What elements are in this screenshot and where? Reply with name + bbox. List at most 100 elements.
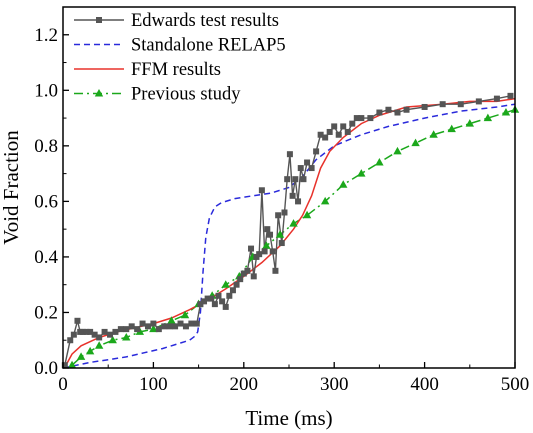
series-3-point xyxy=(501,108,511,116)
x-tick-label: 200 xyxy=(230,374,259,395)
series-0-point xyxy=(139,320,146,327)
series-0-point xyxy=(177,320,184,327)
series-0-point xyxy=(340,123,347,130)
legend-marker xyxy=(96,17,102,23)
series-0-point xyxy=(261,248,268,255)
series-3-point xyxy=(429,130,438,138)
series-0-point xyxy=(353,115,360,122)
y-tick-label: 0.6 xyxy=(34,191,58,212)
series-0-point xyxy=(349,120,356,127)
series-0-point xyxy=(229,287,236,294)
series-0-point xyxy=(331,123,338,130)
series-3-point xyxy=(122,332,131,341)
series-3-point xyxy=(76,352,86,360)
series-3-point xyxy=(357,169,366,177)
series-0-point xyxy=(101,328,108,335)
series-3-point xyxy=(447,124,456,133)
series-0-point xyxy=(193,320,200,327)
legend-label-previous-study: Previous study xyxy=(131,85,241,105)
series-0-point xyxy=(204,295,211,302)
series-3-point xyxy=(411,138,420,147)
y-tick-label: 1.0 xyxy=(34,80,58,101)
y-tick-label: 0.4 xyxy=(34,247,58,268)
series-0-point xyxy=(358,115,365,122)
legend-item-ffm: FFM results xyxy=(74,60,221,80)
series-3-point xyxy=(393,146,402,155)
y-tick-label: 0.8 xyxy=(34,136,58,157)
series-0-point xyxy=(222,303,229,310)
series-0-point xyxy=(304,159,311,166)
legend: Edwards test results Standalone RELAP5 F… xyxy=(74,11,286,105)
series-0-point xyxy=(269,248,276,255)
series-0-point xyxy=(61,362,68,369)
series-0-point xyxy=(134,326,141,333)
legend-swatch-previous-study xyxy=(74,89,124,97)
series-0-point xyxy=(233,281,240,288)
x-axis-ticks: 0 100 200 300 400 500 xyxy=(58,362,529,395)
series-0-point xyxy=(83,328,90,335)
series-0-point xyxy=(326,128,333,135)
legend-label-ffm: FFM results xyxy=(131,60,221,80)
series-0-point xyxy=(112,328,119,335)
series-0-point xyxy=(208,295,215,302)
series-3-point xyxy=(275,230,285,238)
series-0-point xyxy=(107,331,114,338)
series-3-point xyxy=(180,310,190,319)
series-0-point xyxy=(182,323,189,330)
series-0-point xyxy=(70,331,77,338)
series-0-point xyxy=(281,209,288,216)
series-3-point xyxy=(221,280,230,288)
series-0-point xyxy=(295,198,302,205)
x-tick-label: 0 xyxy=(58,374,68,395)
series-0-point xyxy=(150,320,157,327)
series-0-point xyxy=(67,337,74,344)
y-axis-ticks: 0.0 0.2 0.4 0.6 0.8 1.0 1.2 xyxy=(34,6,69,379)
series-3-point xyxy=(375,158,384,166)
series-0-point xyxy=(155,326,162,333)
series-3-point xyxy=(108,335,117,344)
series-line-1 xyxy=(62,103,516,369)
series-0-point xyxy=(308,165,315,172)
series-3-point xyxy=(339,180,348,188)
series-0-point xyxy=(237,276,244,283)
series-0-point xyxy=(475,98,482,105)
series-0-point xyxy=(161,323,168,330)
legend-label-edwards: Edwards test results xyxy=(131,11,279,31)
series-0-point xyxy=(215,292,222,299)
series-0-point xyxy=(421,103,428,110)
series-0-point xyxy=(258,187,265,194)
series-0-point xyxy=(272,267,279,274)
series-0-point xyxy=(79,328,86,335)
series-0-point xyxy=(344,128,351,135)
series-0-point xyxy=(74,317,81,324)
series-0-point xyxy=(278,240,285,247)
series-0-point xyxy=(322,134,329,141)
series-0-point xyxy=(219,298,226,305)
series-0-point xyxy=(275,212,282,219)
series-3-point xyxy=(67,360,77,369)
series-0-point xyxy=(367,115,374,122)
series-0-point xyxy=(317,131,324,138)
y-tick-label: 1.2 xyxy=(34,25,58,46)
series-0-point xyxy=(87,328,94,335)
plot-markers xyxy=(61,92,520,369)
series-0-point xyxy=(286,151,293,158)
series-3-point xyxy=(465,119,474,127)
legend-marker xyxy=(94,89,104,97)
series-0-point xyxy=(289,192,296,199)
series-0-point xyxy=(313,148,320,155)
series-0-point xyxy=(335,131,342,138)
series-0-point xyxy=(123,326,130,333)
series-0-point xyxy=(403,106,410,113)
series-0-point xyxy=(128,323,135,330)
series-0-point xyxy=(91,331,98,338)
y-tick-label: 0.2 xyxy=(34,302,58,323)
series-3-point xyxy=(167,316,176,324)
series-3-point xyxy=(85,346,95,355)
series-0-point xyxy=(284,176,291,183)
x-axis-title: Time (ms) xyxy=(245,406,332,430)
legend-item-edwards: Edwards test results xyxy=(74,11,279,31)
series-0-point xyxy=(201,298,208,305)
series-0-point xyxy=(96,334,103,341)
